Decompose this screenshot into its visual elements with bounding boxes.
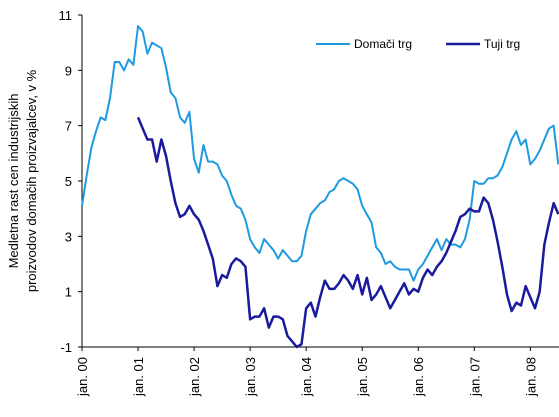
x-tick-label: jan. 03: [243, 357, 258, 397]
series-line: [81, 25, 559, 282]
x-tick-label: jan. 08: [523, 357, 538, 397]
x-tick-label: jan. 04: [299, 357, 314, 397]
y-axis-label: Medletna rast cen industrijskih: [6, 94, 21, 269]
y-tick-label: 7: [65, 119, 72, 134]
x-tick-label: jan. 00: [75, 357, 90, 397]
x-tick-label: jan. 02: [187, 357, 202, 397]
y-tick-label: 5: [65, 174, 72, 189]
x-tick-label: jan. 06: [411, 357, 426, 397]
y-tick-label: -1: [60, 340, 72, 355]
y-tick-label: 11: [59, 8, 73, 23]
x-tick-label: jan. 05: [355, 357, 370, 397]
legend-label: Tuji trg: [484, 37, 520, 51]
series-line: [136, 116, 559, 349]
y-tick-label: 3: [65, 229, 72, 244]
y-axis-label: proizvodov domačih proizvajalcev, v %: [24, 69, 39, 292]
x-tick-label: jan. 07: [467, 357, 482, 397]
legend-label: Domači trg: [354, 37, 412, 51]
y-tick-label: 1: [65, 285, 72, 300]
x-tick-label: jan. 01: [131, 357, 146, 397]
y-tick-label: 9: [65, 63, 72, 78]
